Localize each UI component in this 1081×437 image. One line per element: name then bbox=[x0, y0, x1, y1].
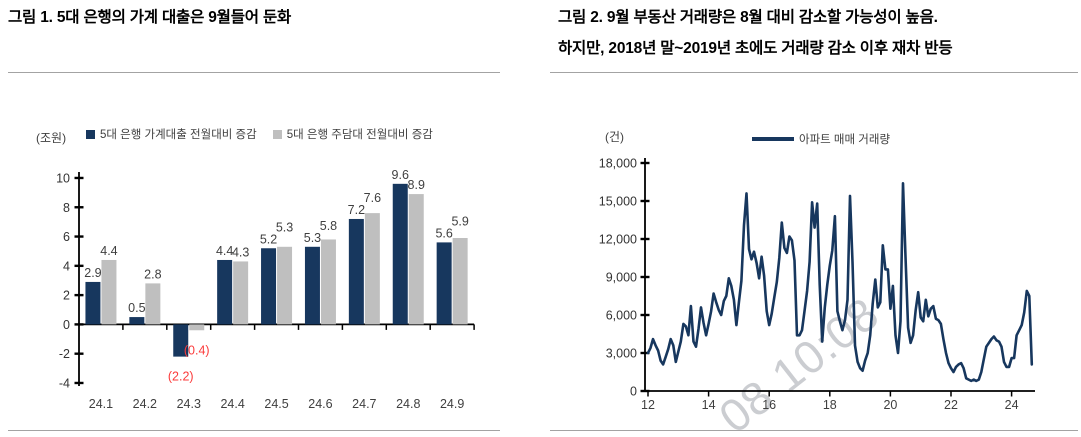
bar-value-label: 0.5 bbox=[128, 301, 145, 315]
figure1-y-axis: -4 -2 0 2 4 6 8 10 bbox=[56, 171, 84, 390]
figure1-title: 그림 1. 5대 은행의 가계 대출은 9월들어 둔화 bbox=[8, 9, 292, 26]
y-tick-label: 9,000 bbox=[606, 271, 637, 285]
apartment-sales-volume-line bbox=[646, 182, 1034, 383]
y-tick-label: 0 bbox=[63, 318, 70, 332]
bar-value-label: 5.8 bbox=[320, 219, 337, 233]
x-tick-label: 16 bbox=[762, 398, 776, 412]
y-tick-label: 15,000 bbox=[599, 195, 637, 209]
y-tick-label: 10 bbox=[56, 171, 70, 185]
bar-value-label: 4.4 bbox=[100, 244, 117, 258]
bar-mortgage bbox=[233, 261, 249, 325]
figure1-bottom-divider bbox=[8, 430, 500, 431]
household-loans-legend-label: 5대 은행 가계대출 전월대비 증감 bbox=[100, 129, 257, 141]
apartment-sales-legend-label: 아파트 매매 거래량 bbox=[799, 134, 891, 146]
bar-household-loans bbox=[85, 281, 101, 325]
bar-household-loans bbox=[261, 248, 277, 325]
bar-value-label: 5.9 bbox=[451, 214, 468, 228]
y-tick-label: -4 bbox=[59, 376, 70, 390]
x-category-label: 24.1 bbox=[89, 397, 113, 411]
x-tick-label: 22 bbox=[944, 398, 958, 412]
figure2-title-line2: 하지만, 2018년 말~2019년 초에도 거래량 감소 이후 재차 반등 bbox=[558, 40, 953, 57]
y-tick-label: 3,000 bbox=[606, 347, 637, 361]
x-category-label: 24.5 bbox=[264, 397, 288, 411]
bar-value-label: 9.6 bbox=[392, 168, 409, 182]
y-tick-label: 18,000 bbox=[599, 157, 637, 171]
bar-value-label: 2.9 bbox=[84, 266, 101, 280]
x-tick-label: 14 bbox=[702, 398, 716, 412]
household-loans-swatch-icon bbox=[86, 129, 95, 139]
bar-household-loans bbox=[392, 183, 408, 325]
x-category-label: 24.8 bbox=[396, 397, 420, 411]
bar-mortgage bbox=[101, 259, 117, 325]
bar-mortgage bbox=[452, 238, 468, 325]
y-tick-label: 4 bbox=[63, 259, 70, 273]
y-tick-label: 2 bbox=[63, 289, 70, 303]
bar-household-loans bbox=[304, 246, 320, 325]
bar-household-loans bbox=[173, 324, 189, 357]
x-tick-label: 24 bbox=[1005, 398, 1019, 412]
y-tick-label: 12,000 bbox=[599, 233, 637, 247]
mortgage-legend-label: 5대 은행 주담대 전월대비 증감 bbox=[286, 129, 433, 141]
bar-household-loans bbox=[129, 317, 145, 325]
figure2-legend-item-apartment-sales: 아파트 매매 거래량 bbox=[752, 131, 890, 147]
bar-value-label: 2.8 bbox=[144, 267, 161, 281]
figure1-legend-item-mortgage: 5대 은행 주담대 전월대비 증감 bbox=[272, 126, 433, 142]
bar-value-label: 4.4 bbox=[216, 244, 233, 258]
figure2-bottom-divider bbox=[550, 430, 1078, 431]
bar-value-label: (2.2) bbox=[168, 370, 194, 384]
bar-value-label: 8.9 bbox=[408, 178, 425, 192]
figure2-y-axis: 0 3,000 6,000 9,000 12,000 15,000 18,000 bbox=[599, 157, 650, 399]
bar-mortgage bbox=[364, 213, 380, 325]
y-tick-label: -2 bbox=[59, 347, 70, 361]
mortgage-swatch-icon bbox=[272, 129, 282, 139]
bar-mortgage bbox=[408, 194, 424, 325]
bar-household-loans bbox=[436, 242, 452, 325]
bar-value-label: 4.3 bbox=[232, 245, 249, 259]
x-category-label: 24.6 bbox=[308, 397, 332, 411]
y-tick-label: 6,000 bbox=[606, 309, 637, 323]
bar-mortgage bbox=[189, 324, 205, 331]
x-tick-label: 20 bbox=[883, 398, 897, 412]
figure1-top-divider bbox=[8, 72, 500, 73]
figure2-unit-label: (건) bbox=[605, 130, 625, 144]
bar-household-loans bbox=[217, 259, 233, 325]
bar-mortgage bbox=[277, 246, 293, 325]
figure2-top-divider bbox=[550, 72, 1078, 73]
y-tick-label: 0 bbox=[630, 385, 637, 399]
bar-mortgage bbox=[145, 283, 161, 325]
bar-value-label: (0.4) bbox=[184, 343, 210, 357]
figure1-x-axis: 24.1 24.2 24.3 24.4 24.5 24.6 24.7 24.8 24.9 bbox=[79, 323, 475, 411]
bar-value-label: 7.2 bbox=[348, 203, 365, 217]
figure1-legend-item-household-loans: 5대 은행 가계대출 전월대비 증감 bbox=[86, 126, 257, 142]
x-category-label: 24.3 bbox=[177, 397, 201, 411]
x-tick-label: 12 bbox=[641, 398, 655, 412]
bar-value-label: 7.6 bbox=[364, 191, 381, 205]
figure1-bar-labels: 2.94.40.52.8(2.2)(0.4)4.44.35.25.35.35.8… bbox=[84, 168, 469, 384]
x-category-label: 24.2 bbox=[133, 397, 157, 411]
bar-mortgage bbox=[320, 239, 336, 325]
bar-value-label: 5.3 bbox=[304, 231, 321, 245]
apartment-sales-line-swatch-icon bbox=[752, 137, 794, 141]
figure1-bars bbox=[85, 183, 468, 357]
bar-value-label: 5.3 bbox=[276, 220, 293, 234]
bar-value-label: 5.6 bbox=[435, 226, 452, 240]
figure1-legend: 5대 은행 가계대출 전월대비 증감 5대 은행 주담대 전월대비 증감 bbox=[86, 126, 433, 142]
x-category-label: 24.7 bbox=[352, 397, 376, 411]
y-tick-label: 6 bbox=[63, 230, 70, 244]
figure2-legend: 아파트 매매 거래량 bbox=[752, 131, 890, 147]
watermark: 08 10:08 bbox=[709, 286, 889, 437]
bar-value-label: 5.2 bbox=[260, 232, 277, 246]
figure2-title-line1: 그림 2. 9월 부동산 거래량은 8월 대비 감소할 가능성이 높음. bbox=[558, 9, 938, 26]
figure1-unit-label: (조원) bbox=[36, 131, 67, 145]
x-tick-label: 18 bbox=[823, 398, 837, 412]
bar-household-loans bbox=[348, 218, 364, 325]
x-category-label: 24.4 bbox=[220, 397, 244, 411]
x-category-label: 24.9 bbox=[440, 397, 464, 411]
y-tick-label: 8 bbox=[63, 201, 70, 215]
figure2-x-axis: 12 14 16 18 20 22 24 bbox=[641, 390, 1035, 412]
